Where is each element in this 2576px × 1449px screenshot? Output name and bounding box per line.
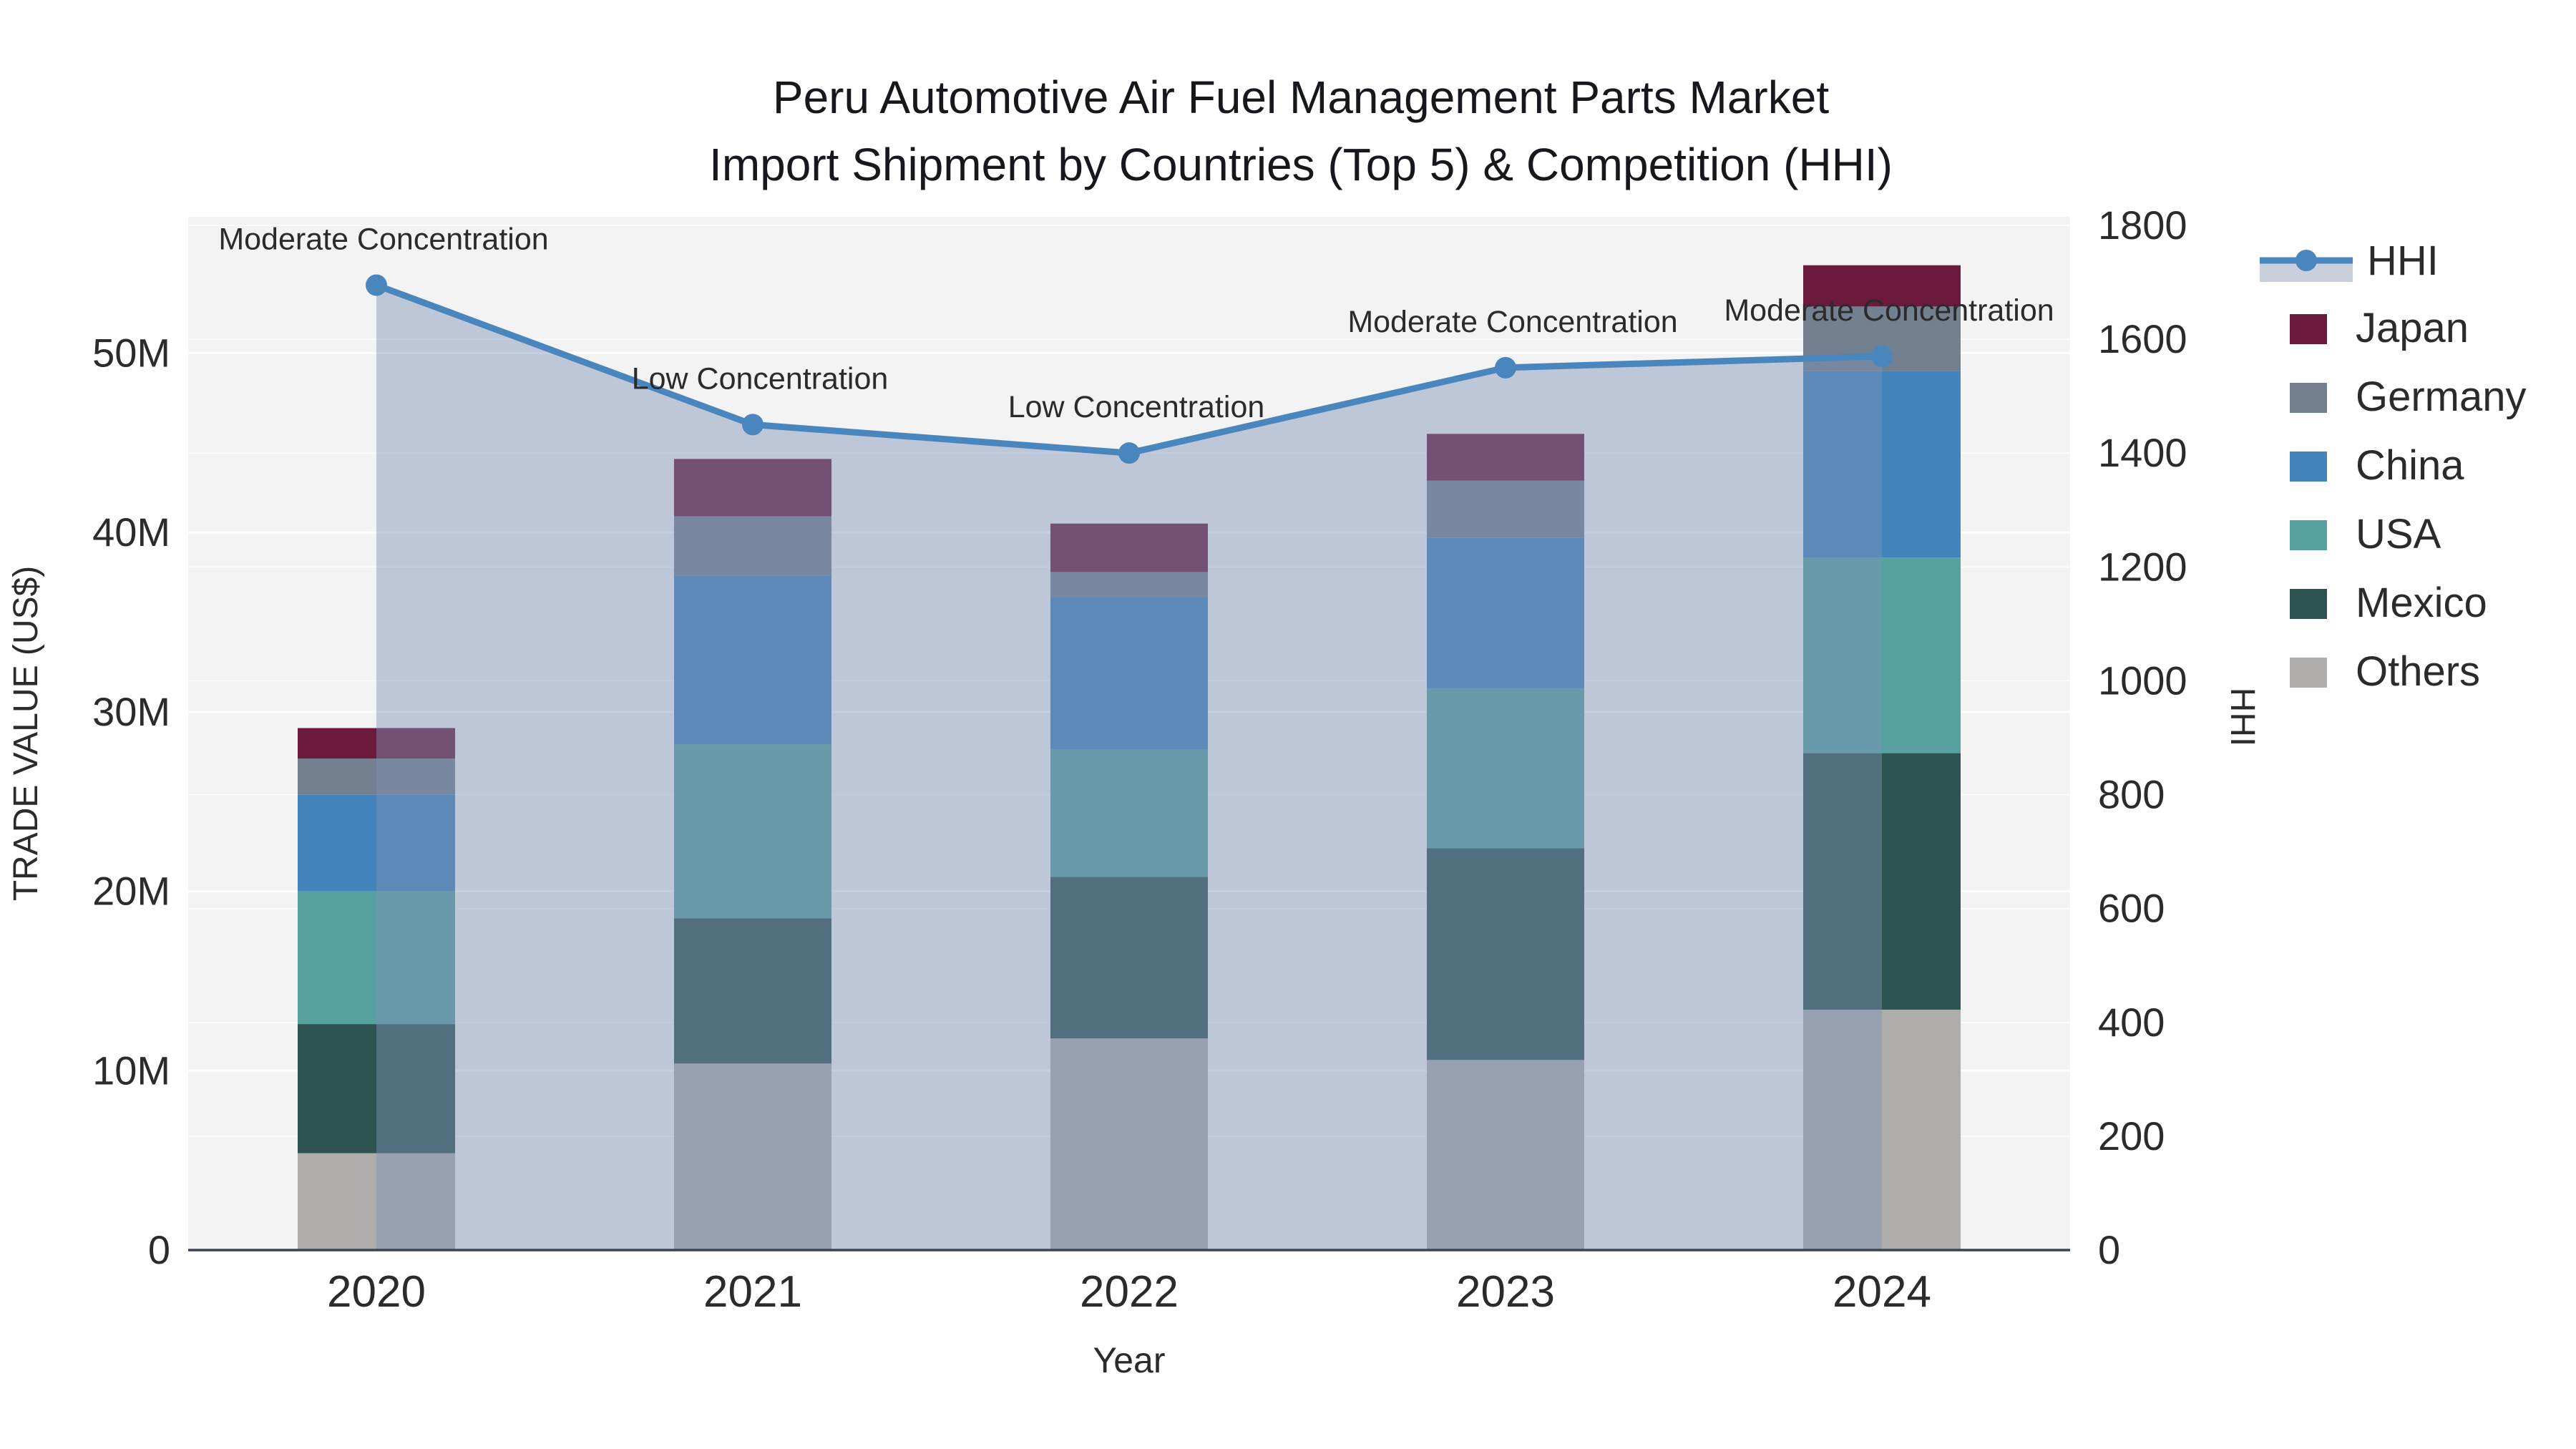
hhi-area-fill xyxy=(376,285,1882,1250)
x-tick-2024: 2024 xyxy=(1833,1267,1931,1317)
legend-item-mexico[interactable]: Mexico xyxy=(2290,580,2487,626)
bar-2023-china[interactable] xyxy=(1427,537,1584,689)
y-right-tick: 400 xyxy=(2098,1000,2165,1045)
x-axis-title: Year xyxy=(1093,1340,1165,1380)
legend-item-hhi[interactable]: HHI xyxy=(2260,238,2439,284)
bar-2020-mexico[interactable] xyxy=(298,1024,455,1153)
y-right-tick: 1200 xyxy=(2098,544,2187,589)
bar-2020-others[interactable] xyxy=(298,1153,455,1250)
y-right-axis-title: HHI xyxy=(2223,688,2261,747)
bar-2024-japan[interactable] xyxy=(1803,265,1961,307)
legend-label-usa: USA xyxy=(2356,511,2441,557)
y-left-tick: 50M xyxy=(92,331,170,376)
y-left-tick: 40M xyxy=(92,509,170,555)
x-tick-2022: 2022 xyxy=(1080,1267,1179,1317)
annotation-2024: Moderate Concentration xyxy=(1724,293,2054,328)
legend-item-japan[interactable]: Japan xyxy=(2290,305,2469,351)
legend-item-usa[interactable]: USA xyxy=(2290,511,2441,557)
legend-label-china: China xyxy=(2356,442,2464,489)
legend-item-germany[interactable]: Germany xyxy=(2290,374,2527,420)
y-left-tick: 20M xyxy=(92,869,170,914)
bar-2022-japan[interactable] xyxy=(1050,523,1208,572)
y-right-tick: 1800 xyxy=(2098,203,2187,248)
legend-item-others[interactable]: Others xyxy=(2290,648,2480,695)
bar-2024-mexico[interactable] xyxy=(1803,753,1961,1010)
bar-2023-others[interactable] xyxy=(1427,1060,1584,1250)
legend-label-hhi: HHI xyxy=(2367,238,2439,284)
bars-layer xyxy=(298,265,1961,1250)
y-left-axis-title: TRADE VALUE (US$) xyxy=(7,566,45,902)
x-tick-2023: 2023 xyxy=(1456,1267,1555,1317)
legend-swatch-china xyxy=(2290,452,2327,482)
y-right-tick: 1400 xyxy=(2098,430,2187,475)
bar-2024-others[interactable] xyxy=(1803,1010,1961,1250)
bar-2021-germany[interactable] xyxy=(674,516,831,576)
y-right-tick: 200 xyxy=(2098,1113,2165,1158)
bar-2022-germany[interactable] xyxy=(1050,572,1208,597)
y-right-tick: 1600 xyxy=(2098,316,2187,361)
bar-2021-japan[interactable] xyxy=(674,459,831,517)
x-tick-2021: 2021 xyxy=(703,1267,802,1317)
annotation-2022: Low Concentration xyxy=(1008,390,1265,424)
y-right-tick: 1000 xyxy=(2098,658,2187,703)
hhi-marker-2023[interactable] xyxy=(1495,356,1516,379)
legend-swatch-japan xyxy=(2290,314,2327,344)
legend-hhi-marker xyxy=(2296,250,2317,271)
bar-2023-mexico[interactable] xyxy=(1427,848,1584,1060)
y-left-tick: 0 xyxy=(148,1227,170,1272)
x-tick-2020: 2020 xyxy=(327,1267,426,1317)
legend-swatch-germany xyxy=(2290,383,2327,413)
hhi-marker-2021[interactable] xyxy=(742,414,763,436)
legend-item-china[interactable]: China xyxy=(2290,442,2464,489)
bar-2022-usa[interactable] xyxy=(1050,749,1208,877)
hhi-marker-2022[interactable] xyxy=(1118,442,1140,464)
y-left-tick: 30M xyxy=(92,689,170,734)
y-right-tick: 800 xyxy=(2098,772,2165,817)
chart-title-line1: Peru Automotive Air Fuel Management Part… xyxy=(773,72,1829,123)
legend-swatch-mexico xyxy=(2290,589,2327,619)
bar-2023-japan[interactable] xyxy=(1427,434,1584,481)
bar-2021-usa[interactable] xyxy=(674,744,831,919)
bar-2022-others[interactable] xyxy=(1050,1038,1208,1250)
y-right-tick: 600 xyxy=(2098,886,2165,931)
bar-2022-mexico[interactable] xyxy=(1050,877,1208,1039)
hhi-marker-2024[interactable] xyxy=(1871,345,1893,367)
bar-2021-others[interactable] xyxy=(674,1063,831,1250)
legend-label-germany: Germany xyxy=(2356,374,2527,420)
bar-2023-germany[interactable] xyxy=(1427,480,1584,538)
bar-2021-mexico[interactable] xyxy=(674,918,831,1064)
bar-2020-japan[interactable] xyxy=(298,728,455,759)
bar-2022-china[interactable] xyxy=(1050,597,1208,750)
bar-2021-china[interactable] xyxy=(674,575,831,745)
bar-2024-usa[interactable] xyxy=(1803,557,1961,753)
bar-2020-usa[interactable] xyxy=(298,891,455,1025)
annotation-2020: Moderate Concentration xyxy=(218,222,548,256)
legend-label-others: Others xyxy=(2356,648,2480,695)
y-right-tick: 0 xyxy=(2098,1227,2120,1272)
annotation-2021: Low Concentration xyxy=(632,361,889,396)
y-left-tick: 10M xyxy=(92,1048,170,1093)
bar-2024-china[interactable] xyxy=(1803,371,1961,558)
hhi-marker-2020[interactable] xyxy=(366,274,387,296)
annotation-2023: Moderate Concentration xyxy=(1347,305,1677,339)
legend-swatch-others xyxy=(2290,658,2327,688)
legend-label-japan: Japan xyxy=(2356,305,2469,351)
legend-swatch-usa xyxy=(2290,520,2327,550)
bar-2023-usa[interactable] xyxy=(1427,688,1584,849)
bar-2020-china[interactable] xyxy=(298,794,455,892)
legend-label-mexico: Mexico xyxy=(2356,580,2487,626)
legend: HHI Japan Germany China USA Mexico Others xyxy=(2260,238,2527,695)
bar-2020-germany[interactable] xyxy=(298,758,455,795)
chart-title-line2: Import Shipment by Countries (Top 5) & C… xyxy=(709,139,1893,190)
plot-layers: Moderate Concentration Low Concentration L… xyxy=(92,203,2187,1317)
